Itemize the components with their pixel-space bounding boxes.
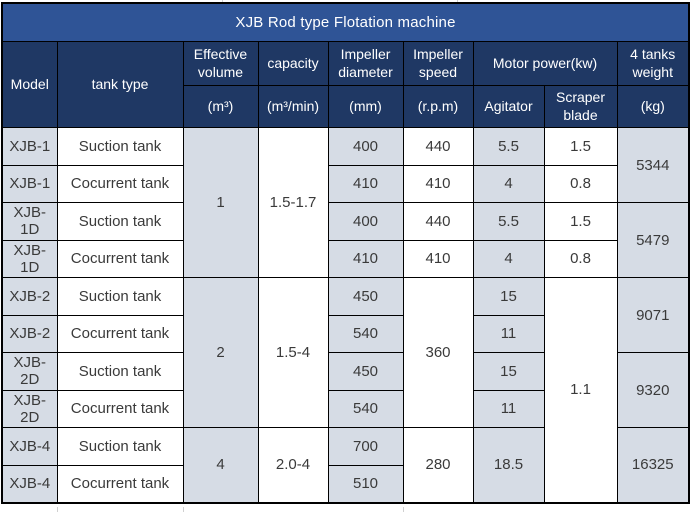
cell-model: XJB-1	[1, 127, 58, 166]
cell-tank-type: Cocurrent tank	[56, 239, 184, 278]
gridline-stub	[403, 507, 404, 512]
cell-model: XJB-1D	[1, 239, 58, 278]
cell-impeller-speed: 440	[402, 127, 474, 166]
cell-agitator: 18.5	[472, 427, 545, 503]
cell-tank-type: Cocurrent tank	[56, 389, 184, 428]
cell-agitator: 15	[472, 352, 545, 391]
cell-effective-volume: 1	[182, 127, 259, 278]
cell-tank-type: Suction tank	[56, 277, 184, 316]
cell-model: XJB-2D	[1, 389, 58, 428]
cell-agitator: 5.5	[472, 202, 545, 241]
cell-impeller-diameter: 450	[327, 352, 404, 391]
cell-weight: 5479	[616, 202, 690, 278]
cell-model: XJB-4	[1, 427, 58, 466]
cell-agitator: 11	[472, 314, 545, 353]
cell-weight: 5344	[616, 127, 690, 203]
cell-impeller-diameter: 410	[327, 239, 404, 278]
cell-agitator: 11	[472, 389, 545, 428]
gridline-stub	[457, 0, 458, 2]
col-header-motor-power: Motor power(kw)	[472, 41, 618, 86]
cell-scraper-blade: 1.5	[543, 127, 618, 166]
cell-effective-volume: 2	[182, 277, 259, 428]
cell-model: XJB-1	[1, 164, 58, 203]
cell-tank-type: Cocurrent tank	[56, 164, 184, 203]
col-header-effective-volume: Effective volume	[182, 41, 259, 86]
col-header-impeller-diameter: Impeller diameter	[327, 41, 404, 86]
unit-impeller-speed: (r.p.m)	[402, 85, 474, 128]
cell-effective-volume: 4	[182, 427, 259, 503]
cell-agitator: 4	[472, 164, 545, 203]
unit-capacity: (m³/min)	[257, 85, 329, 128]
cell-scraper-blade: 0.8	[543, 239, 618, 278]
cell-scraper-blade: 1.5	[543, 202, 618, 241]
cell-impeller-diameter: 540	[327, 389, 404, 428]
cell-capacity: 1.5-1.7	[257, 127, 329, 278]
cell-impeller-speed: 440	[402, 202, 474, 241]
cell-impeller-diameter: 400	[327, 202, 404, 241]
cell-impeller-diameter: 450	[327, 277, 404, 316]
cell-tank-type: Suction tank	[56, 352, 184, 391]
unit-tanks-weight: (kg)	[616, 85, 690, 128]
cell-agitator: 15	[472, 277, 545, 316]
cell-weight: 16325	[616, 427, 690, 503]
col-header-capacity: capacity	[257, 41, 329, 86]
col-header-impeller-speed: Impeller speed	[402, 41, 474, 86]
cell-weight: 9320	[616, 352, 690, 428]
cell-model: XJB-2	[1, 277, 58, 316]
cell-scraper-blade: 1.1	[543, 277, 618, 503]
cell-agitator: 5.5	[472, 127, 545, 166]
cell-impeller-speed: 280	[402, 427, 474, 503]
cell-model: XJB-2D	[1, 352, 58, 391]
col-header-agitator: Agitator	[472, 85, 545, 128]
cell-impeller-diameter: 700	[327, 427, 404, 466]
gridline-stub	[222, 0, 223, 2]
cell-tank-type: Suction tank	[56, 202, 184, 241]
cell-weight: 9071	[616, 277, 690, 353]
cell-model: XJB-1D	[1, 202, 58, 241]
cell-impeller-speed: 360	[402, 277, 474, 428]
cell-scraper-blade: 0.8	[543, 164, 618, 203]
cell-model: XJB-4	[1, 464, 58, 503]
cell-tank-type: Suction tank	[56, 427, 184, 466]
cell-impeller-speed: 410	[402, 164, 474, 203]
cell-model: XJB-2	[1, 314, 58, 353]
cell-impeller-speed: 410	[402, 239, 474, 278]
flotation-machine-spec-table: XJB Rod type Flotation machine Model tan…	[1, 2, 690, 504]
cell-impeller-diameter: 400	[327, 127, 404, 166]
col-header-model: Model	[1, 41, 58, 128]
cell-impeller-diameter: 540	[327, 314, 404, 353]
cell-impeller-diameter: 510	[327, 464, 404, 503]
cell-capacity: 1.5-4	[257, 277, 329, 428]
cell-tank-type: Cocurrent tank	[56, 314, 184, 353]
cell-capacity: 2.0-4	[257, 427, 329, 503]
col-header-tank-type: tank type	[56, 41, 184, 128]
cell-agitator: 4	[472, 239, 545, 278]
cell-tank-type: Cocurrent tank	[56, 464, 184, 503]
unit-impeller-diameter: (mm)	[327, 85, 404, 128]
col-header-tanks-weight: 4 tanks weight	[616, 41, 690, 86]
gridline-stub	[57, 507, 58, 512]
table-title: XJB Rod type Flotation machine	[1, 2, 690, 42]
col-header-scraper-blade: Scraper blade	[543, 85, 618, 128]
cell-tank-type: Suction tank	[56, 127, 184, 166]
cell-impeller-diameter: 410	[327, 164, 404, 203]
gridline-stub	[183, 507, 184, 512]
unit-effective-volume: (m³)	[182, 85, 259, 128]
